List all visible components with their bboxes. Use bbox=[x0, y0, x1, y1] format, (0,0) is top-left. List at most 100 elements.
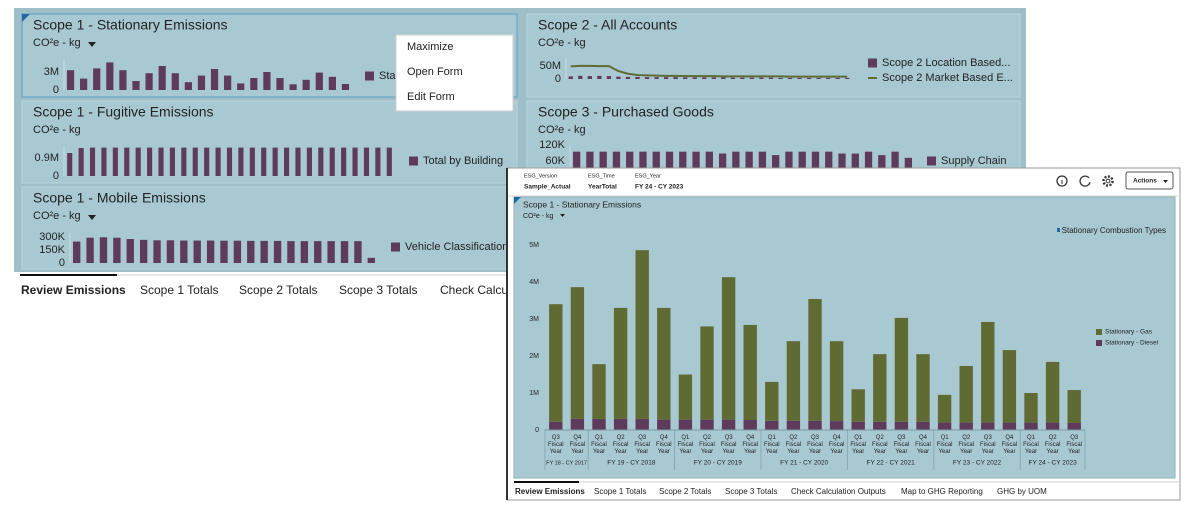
x-tick-line: Fiscal bbox=[570, 442, 586, 448]
x-tick-line: Q2 bbox=[876, 435, 885, 441]
bar-segment bbox=[851, 421, 865, 430]
tile[interactable] bbox=[526, 13, 1021, 98]
bar-segment bbox=[1045, 361, 1060, 423]
bar bbox=[798, 151, 806, 177]
x-tick-line: Q4 bbox=[660, 435, 669, 441]
pov-value[interactable]: Sample_Actual bbox=[524, 184, 571, 191]
x-tick-line: Q3 bbox=[897, 435, 906, 441]
bar bbox=[644, 77, 650, 79]
tab[interactable]: Scope 3 Totals bbox=[725, 487, 777, 496]
tab[interactable]: Review Emissions bbox=[515, 487, 585, 496]
bar bbox=[124, 147, 130, 176]
bar bbox=[184, 82, 192, 90]
actions-label[interactable]: Actions bbox=[1133, 178, 1157, 185]
bar bbox=[158, 147, 164, 176]
bar bbox=[273, 240, 282, 263]
unit-dropdown[interactable] bbox=[88, 42, 96, 47]
x-tick-line: Fiscal bbox=[548, 442, 564, 448]
x-tick-line: Fiscal bbox=[1045, 442, 1061, 448]
unit-dropdown[interactable] bbox=[560, 214, 565, 217]
pov-value[interactable]: YearTotal bbox=[588, 184, 617, 191]
group-label: FY 20 - CY 2019 bbox=[694, 460, 743, 467]
info-icon[interactable] bbox=[1056, 175, 1068, 187]
tab[interactable]: Review Emissions bbox=[21, 283, 126, 297]
bar bbox=[340, 241, 349, 263]
tile-title: Scope 2 - All Accounts bbox=[538, 17, 677, 33]
x-tick-label: Q1 Fiscal Year bbox=[937, 435, 953, 455]
bar bbox=[778, 77, 783, 79]
bar bbox=[327, 241, 335, 263]
tab[interactable]: Check Calcul bbox=[440, 283, 511, 297]
bar-segment bbox=[549, 304, 563, 422]
tab[interactable]: Scope 3 Totals bbox=[339, 283, 418, 297]
bar bbox=[838, 153, 846, 177]
bar-segment bbox=[829, 341, 844, 422]
x-tick-line: Year bbox=[1025, 449, 1037, 455]
x-tick-line: Year bbox=[831, 449, 843, 455]
bar bbox=[238, 147, 244, 176]
legend-label: Supply Chain bbox=[941, 155, 1006, 167]
tab[interactable]: Scope 2 Totals bbox=[659, 487, 711, 496]
bar-segment bbox=[743, 324, 757, 421]
bar bbox=[864, 151, 873, 177]
y-tick-label: 4M bbox=[529, 279, 539, 286]
bar-segment bbox=[592, 364, 606, 419]
bar bbox=[215, 147, 221, 176]
x-tick-label: Q3 Fiscal Year bbox=[980, 435, 996, 455]
x-tick-line: Year bbox=[874, 449, 886, 455]
settings-icon-hub bbox=[1105, 178, 1111, 184]
bar bbox=[272, 147, 278, 176]
bar-segment bbox=[613, 307, 628, 419]
bar bbox=[193, 240, 201, 263]
tab[interactable]: Map to GHG Reporting bbox=[901, 487, 983, 496]
x-tick-line: Fiscal bbox=[742, 442, 758, 448]
bar bbox=[367, 257, 375, 263]
legend-swatch bbox=[1096, 329, 1102, 335]
chart-link[interactable]: Stationary Combustion Types bbox=[1062, 226, 1166, 235]
menu-item[interactable]: Maximize bbox=[407, 41, 453, 53]
bar bbox=[135, 147, 141, 176]
legend-label: Vehicle Classification bbox=[405, 241, 508, 253]
x-tick-line: Year bbox=[550, 449, 562, 455]
bar bbox=[113, 237, 121, 263]
bar-segment bbox=[829, 421, 844, 430]
menu-item[interactable]: Open Form bbox=[407, 66, 463, 78]
x-tick-line: Year bbox=[960, 449, 972, 455]
legend-label: Stationary - Diesel bbox=[1105, 340, 1159, 347]
tab[interactable]: GHG by UOM bbox=[997, 487, 1047, 496]
tab[interactable]: Scope 2 Totals bbox=[239, 283, 318, 297]
x-tick-line: Year bbox=[679, 449, 691, 455]
tab[interactable]: Scope 1 Totals bbox=[140, 283, 219, 297]
bar bbox=[768, 77, 774, 79]
actions-button[interactable] bbox=[1125, 171, 1174, 190]
bar bbox=[86, 237, 94, 263]
x-tick-label: Q2 Fiscal Year bbox=[699, 435, 715, 455]
tab[interactable]: Check Calculation Outputs bbox=[791, 487, 886, 496]
bar bbox=[665, 151, 674, 177]
x-tick-line: Q3 bbox=[1070, 435, 1079, 441]
bar bbox=[261, 147, 267, 176]
legend-label: Stationary - Gas bbox=[1105, 329, 1153, 336]
settings-icon[interactable] bbox=[1102, 175, 1114, 187]
tab-bar: Review Emissions Scope 1 Totals Scope 2 To… bbox=[20, 274, 1000, 297]
x-tick-label: Q3 Fiscal Year bbox=[1066, 435, 1082, 455]
y-tick-label: 120K bbox=[539, 139, 565, 151]
tab[interactable]: Scope 1 Totals bbox=[594, 487, 646, 496]
bar bbox=[147, 147, 153, 176]
menu-item[interactable]: Edit Form bbox=[407, 91, 455, 103]
x-tick-line: Year bbox=[787, 449, 799, 455]
bar bbox=[89, 147, 96, 176]
bar-segment bbox=[765, 420, 779, 430]
x-tick-line: Year bbox=[593, 449, 605, 455]
tile-unit: CO²e - kg bbox=[538, 37, 586, 49]
y-tick-label: 1M bbox=[529, 390, 539, 397]
unit-dropdown[interactable] bbox=[88, 215, 96, 220]
bar bbox=[78, 148, 84, 176]
x-tick-line: Fiscal bbox=[656, 442, 672, 448]
refresh-icon[interactable] bbox=[1079, 175, 1091, 187]
bar-segment bbox=[743, 420, 757, 430]
bar bbox=[287, 241, 295, 263]
pov-value[interactable]: FY 24 - CY 2023 bbox=[635, 184, 684, 191]
bar bbox=[578, 75, 583, 79]
bar bbox=[599, 151, 607, 177]
